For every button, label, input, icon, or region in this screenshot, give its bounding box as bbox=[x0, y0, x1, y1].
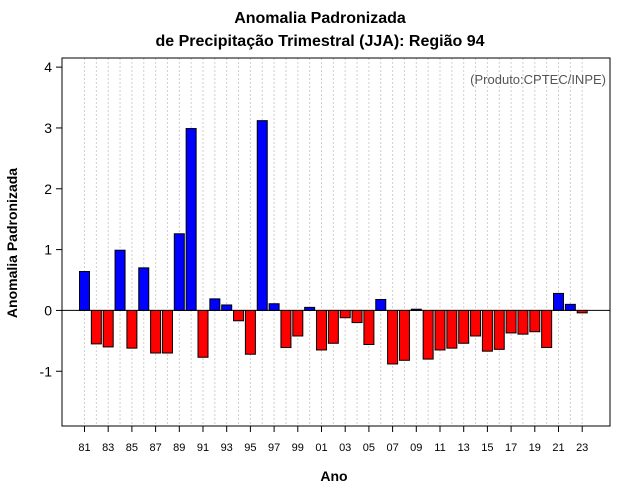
x-tick-label: 01 bbox=[315, 442, 327, 454]
x-tick-label: 99 bbox=[292, 442, 304, 454]
bar bbox=[505, 309, 517, 334]
bar bbox=[481, 309, 493, 352]
bar bbox=[398, 309, 410, 361]
chart-title-line1: Anomalia Padronizada bbox=[234, 10, 406, 27]
bar bbox=[422, 309, 434, 360]
bar bbox=[292, 309, 304, 337]
y-tick-label: -1 bbox=[40, 363, 53, 379]
x-tick-label: 81 bbox=[78, 442, 90, 454]
x-tick-label: 87 bbox=[149, 442, 161, 454]
bar bbox=[256, 120, 268, 311]
bar bbox=[446, 309, 458, 349]
y-tick-label: 3 bbox=[44, 120, 52, 136]
y-tick-label: 0 bbox=[44, 302, 52, 318]
bar bbox=[387, 309, 399, 365]
x-tick-label: 11 bbox=[434, 442, 445, 454]
bar bbox=[173, 233, 185, 311]
chart-title-line2: de Precipitação Trimestral (JJA): Região… bbox=[155, 33, 485, 50]
bar bbox=[517, 309, 529, 335]
x-tick-label: 05 bbox=[363, 442, 375, 454]
y-tick-label: 2 bbox=[44, 181, 52, 197]
credit-label: (Produto:CPTEC/INPE) bbox=[470, 72, 606, 87]
bar bbox=[233, 309, 245, 322]
x-tick-label: 23 bbox=[576, 442, 588, 454]
x-tick-label: 97 bbox=[268, 442, 280, 454]
x-axis-title: Ano bbox=[320, 468, 348, 484]
x-tick-label: 03 bbox=[339, 442, 351, 454]
bar bbox=[209, 298, 221, 311]
bar bbox=[564, 303, 576, 311]
bar bbox=[197, 309, 209, 358]
bar bbox=[114, 249, 126, 311]
bar bbox=[79, 271, 90, 311]
x-tick-label: 17 bbox=[505, 442, 517, 454]
bar bbox=[434, 309, 446, 351]
x-tick-label: 19 bbox=[529, 442, 541, 454]
x-tick-label: 91 bbox=[197, 442, 209, 454]
bar bbox=[363, 309, 375, 345]
bar bbox=[375, 298, 387, 311]
x-tick-label: 83 bbox=[102, 442, 114, 454]
x-tick-label: 89 bbox=[173, 442, 185, 454]
x-tick-label: 13 bbox=[458, 442, 470, 454]
bar bbox=[493, 309, 505, 350]
y-tick-label: 4 bbox=[44, 59, 52, 75]
y-axis-title: Anomalia Padronizada bbox=[4, 167, 20, 319]
x-tick-label: 15 bbox=[481, 442, 493, 454]
bar bbox=[161, 309, 173, 354]
x-tick-label: 93 bbox=[221, 442, 233, 454]
bar bbox=[268, 303, 280, 311]
y-tick-label: 1 bbox=[44, 242, 52, 258]
bar bbox=[90, 309, 102, 345]
bar bbox=[221, 304, 233, 311]
bar bbox=[102, 309, 114, 348]
bar bbox=[316, 309, 327, 351]
plot-frame bbox=[61, 57, 611, 427]
bar bbox=[553, 292, 564, 311]
bar bbox=[280, 309, 292, 349]
bar bbox=[126, 309, 138, 349]
x-tick-label: 07 bbox=[386, 442, 398, 454]
x-tick-label: 09 bbox=[410, 442, 422, 454]
x-tick-label: 95 bbox=[244, 442, 256, 454]
bar bbox=[185, 128, 197, 311]
bar bbox=[470, 309, 482, 337]
bar bbox=[541, 309, 553, 349]
bar bbox=[458, 309, 470, 344]
bar bbox=[138, 267, 150, 311]
x-tick-label: 85 bbox=[126, 442, 138, 454]
bar bbox=[327, 309, 339, 344]
bar bbox=[339, 309, 351, 319]
bar bbox=[244, 309, 256, 355]
bar bbox=[529, 309, 541, 333]
x-tick-label: 21 bbox=[552, 442, 564, 454]
bar bbox=[150, 309, 162, 354]
bar bbox=[351, 309, 363, 324]
